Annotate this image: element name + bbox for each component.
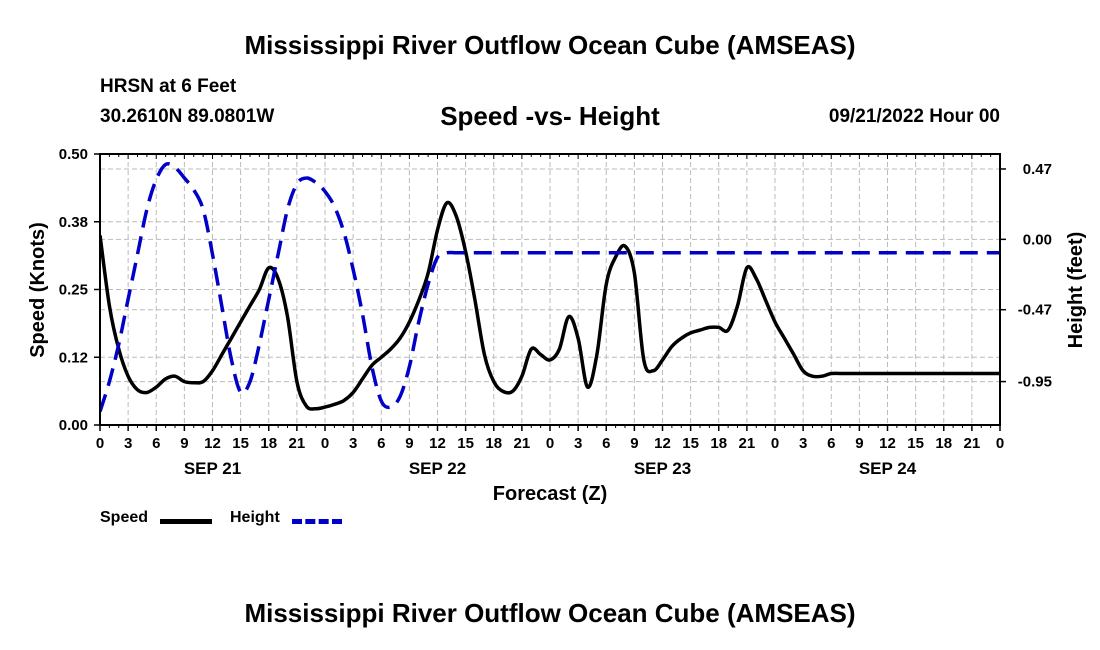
x-tick-label: 12 [204,435,221,452]
x-tick-label: 18 [935,435,952,452]
station-coordinates: 30.2610N 89.0801W [100,106,275,127]
x-axis-title: Forecast (Z) [493,483,607,505]
day-label: SEP 21 [184,459,241,478]
y2-tick-label: -0.95 [1018,374,1052,391]
x-tick-label: 0 [996,435,1004,452]
x-tick-label: 3 [124,435,132,452]
x-tick-label: 12 [429,435,446,452]
x-tick-label: 12 [654,435,671,452]
x-tick-label: 3 [799,435,807,452]
legend-swatch-speed [160,519,212,524]
x-tick-label: 3 [574,435,582,452]
x-tick-label: 15 [682,435,699,452]
legend-label-speed: Speed [100,509,149,526]
grid-layer [100,154,1000,425]
y-tick-label: 0.12 [59,349,88,366]
x-tick-label: 15 [457,435,474,452]
x-tick-label: 15 [907,435,924,452]
day-label: SEP 22 [409,459,466,478]
x-tick-label: 15 [232,435,249,452]
y-axis-title: Speed (Knots) [27,222,49,358]
x-tick-label: 21 [289,435,306,452]
x-tick-label: 9 [855,435,863,452]
x-tick-label: 6 [152,435,160,452]
series-line-speed [100,200,1000,411]
x-tick-label: 21 [514,435,531,452]
y-tick-label: 0.25 [59,282,88,299]
y-tick-label: 0.38 [59,214,88,231]
y2-axis-title: Height (feet) [1065,232,1087,349]
x-tick-label: 6 [827,435,835,452]
x-tick-label: 0 [321,435,329,452]
x-tick-label: 21 [739,435,756,452]
x-tick-label: 18 [485,435,502,452]
forecast-datetime: 09/21/2022 Hour 00 [828,106,1000,127]
x-tick-label: 18 [710,435,727,452]
y-tick-label: 0.00 [59,417,88,434]
page-title: Mississippi River Outflow Ocean Cube (AM… [244,30,856,60]
legend-label-height: Height [230,509,280,526]
chart-subtitle: Speed -vs- Height [440,101,660,131]
x-tick-label: 6 [602,435,610,452]
day-label: SEP 24 [859,459,917,478]
y-tick-label: 0.50 [59,146,88,163]
x-tick-label: 0 [546,435,554,452]
series-layer [100,162,1000,413]
y2-tick-label: 0.00 [1023,231,1052,248]
x-tick-label: 18 [260,435,277,452]
x-tick-label: 9 [180,435,188,452]
day-label: SEP 23 [634,459,691,478]
y2-tick-label: -0.47 [1018,302,1052,319]
x-tick-label: 21 [964,435,981,452]
x-tick-label: 0 [771,435,779,452]
series-line-height [100,162,1000,413]
station-label: HRSN at 6 Feet [100,76,237,97]
y2-tick-label: 0.47 [1023,161,1052,178]
legend-swatch-height [292,519,342,524]
footer-title: Mississippi River Outflow Ocean Cube (AM… [244,598,856,628]
x-tick-label: 9 [630,435,638,452]
x-tick-label: 9 [405,435,413,452]
axes-layer: 0 3 6 9 12 15 18 21 0 3 6 9 12 15 18 21 0 3 6 9 12 15 18 21 0 3 6 9… [59,146,1052,478]
x-tick-label: 6 [377,435,385,452]
x-tick-label: 12 [879,435,896,452]
x-tick-label: 3 [349,435,357,452]
x-tick-label: 0 [96,435,104,452]
